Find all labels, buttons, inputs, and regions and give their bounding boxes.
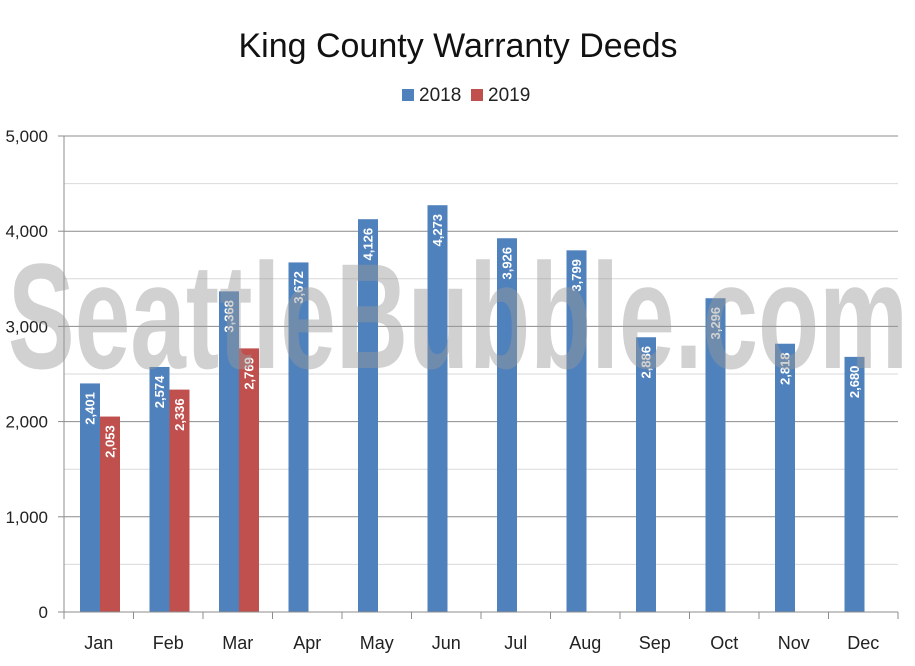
y-tick-label: 4,000	[5, 222, 48, 241]
legend-swatch-2019	[471, 89, 483, 101]
data-label: 4,273	[430, 214, 445, 247]
bar-2018-apr	[288, 262, 309, 612]
x-tick-label: Jul	[504, 633, 527, 653]
x-tick-label: Sep	[639, 633, 671, 653]
data-label: 2,886	[639, 346, 654, 379]
x-tick-label: Aug	[569, 633, 601, 653]
bar-2018-mar	[219, 291, 239, 612]
x-tick-label: Jun	[432, 633, 461, 653]
bar-2018-sep	[636, 337, 656, 612]
chart-title: King County Warranty Deeds	[238, 27, 677, 65]
data-label: 4,126	[361, 228, 376, 261]
data-label: 3,926	[500, 247, 515, 280]
watermark: SeattleBubble.com	[8, 232, 908, 400]
data-label: 2,818	[778, 352, 793, 385]
x-tick-label: Dec	[847, 633, 879, 653]
data-label: 2,053	[103, 425, 118, 458]
y-tick-label: 2,000	[5, 413, 48, 432]
legend-swatch-2018	[402, 89, 414, 101]
data-label: 2,401	[83, 392, 98, 425]
bar-2018-jul	[497, 238, 517, 612]
x-tick-label: Nov	[778, 633, 810, 653]
y-axis: 0 1,000 2,000 3,000 4,000 5,000	[5, 127, 65, 622]
x-tick-label: Feb	[153, 633, 184, 653]
bar-2018-nov	[775, 343, 795, 612]
x-axis: Jan Feb Mar Apr May Jun Jul Aug Sep Oct Nov Dec	[63, 611, 899, 653]
x-tick-label: Apr	[293, 633, 321, 653]
data-label: 2,574	[152, 375, 167, 408]
x-tick-label: May	[360, 633, 394, 653]
bar-2018-jun	[427, 205, 448, 613]
y-tick-label: 1,000	[5, 508, 48, 527]
data-label: 2,680	[847, 366, 862, 399]
bar-2019-mar	[239, 348, 259, 612]
data-label: 2,336	[172, 398, 187, 431]
legend: 2018 2019	[402, 85, 530, 106]
bar-2018-aug	[566, 250, 587, 612]
data-label: 3,799	[569, 259, 584, 292]
bar-2018-dec	[844, 356, 865, 612]
y-tick-label: 5,000	[5, 127, 48, 146]
x-tick-label: Jan	[84, 633, 113, 653]
data-label: 3,368	[222, 300, 237, 333]
data-label: 3,296	[708, 307, 723, 340]
bar-2019-jan	[100, 416, 120, 612]
gridlines	[64, 135, 898, 565]
bar-2018-oct	[705, 298, 726, 612]
x-tick-label: Oct	[710, 633, 738, 653]
y-tick-label: 0	[39, 603, 48, 622]
legend-label-2019: 2019	[488, 85, 530, 106]
bar-2019-feb	[169, 389, 190, 612]
data-label: 2,769	[242, 357, 257, 390]
bars: 2,401 2,574 3,368 3,672 4,126 4,273 3,926 3,799…	[80, 205, 865, 613]
legend-label-2018: 2018	[419, 85, 461, 106]
bar-2018-feb	[149, 366, 170, 612]
bar-2018-jan	[80, 383, 100, 612]
data-label: 3,672	[291, 271, 306, 304]
bar-2018-may	[358, 219, 378, 612]
y-tick-label: 3,000	[5, 317, 48, 336]
x-tick-label: Mar	[222, 633, 253, 653]
